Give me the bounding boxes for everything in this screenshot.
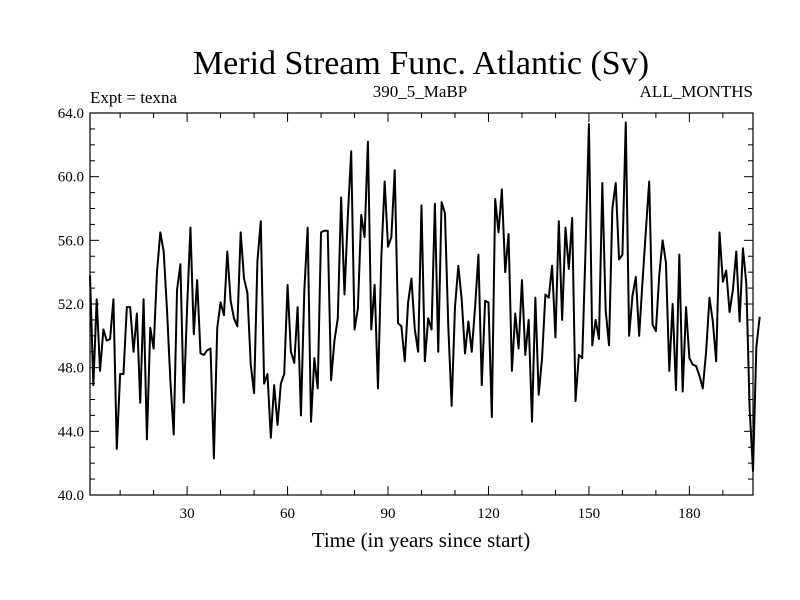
x-tick-label: 30 xyxy=(180,506,195,522)
x-axis-label: Time (in years since start) xyxy=(312,528,531,552)
x-tick-label: 150 xyxy=(578,506,601,522)
x-tick-label: 180 xyxy=(678,506,701,522)
x-tick-label: 120 xyxy=(477,506,500,522)
x-tick-label: 90 xyxy=(381,506,396,522)
y-tick-label: 48.0 xyxy=(58,361,84,377)
x-tick-label: 60 xyxy=(280,506,295,522)
y-tick-label: 52.0 xyxy=(58,297,84,313)
axis-ticks xyxy=(90,112,753,496)
series-line xyxy=(89,121,761,473)
y-tick-label: 64.0 xyxy=(58,106,84,122)
x-tick-labels: 30 60 90 120 150 180 xyxy=(180,506,701,522)
y-tick-label: 40.0 xyxy=(58,488,84,504)
subtitle-left: Expt = texna xyxy=(90,88,177,107)
y-tick-labels: 40.0 44.0 48.0 52.0 56.0 60.0 64.0 xyxy=(58,106,84,504)
y-tick-label: 44.0 xyxy=(58,424,84,440)
subtitle-right: ALL_MONTHS xyxy=(640,82,753,101)
series-layer xyxy=(89,121,761,473)
y-tick-label: 60.0 xyxy=(58,170,84,186)
chart-title: Merid Stream Func. Atlantic (Sv) xyxy=(193,45,649,82)
y-tick-label: 56.0 xyxy=(58,233,84,249)
plot-frame xyxy=(89,112,754,496)
subtitle-center: 390_5_MaBP xyxy=(373,82,467,101)
